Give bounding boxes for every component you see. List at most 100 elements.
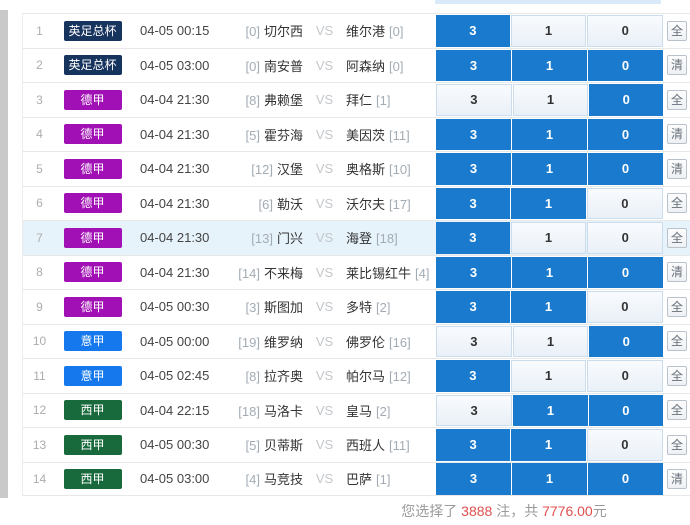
row-number: 5 (36, 161, 43, 176)
bet-option-lose[interactable]: 0 (588, 118, 663, 150)
bet-option-draw[interactable]: 1 (510, 222, 587, 254)
bet-option-lose[interactable]: 0 (587, 15, 664, 47)
bet-option-win[interactable]: 3 (436, 222, 510, 254)
bet-option-win[interactable]: 3 (436, 256, 511, 288)
home-team-rank: [8] (245, 369, 260, 385)
select-all-or-clear-button[interactable]: 全 (667, 20, 687, 41)
select-all-or-clear-button[interactable]: 全 (667, 193, 687, 214)
bet-option-win[interactable]: 3 (436, 394, 513, 426)
match-row: 2 英足总杯 04-05 03:00 [0] 南安普 VS 阿森纳 [0] 3 1 … (23, 47, 690, 83)
away-team: 美因茨 [11] (346, 125, 436, 144)
vs-label: VS (315, 402, 334, 418)
bet-options: 3 1 0 (436, 48, 663, 83)
row-number: 7 (36, 230, 43, 245)
away-team-name: 佛罗伦 (346, 334, 386, 350)
league-badge: 英足总杯 (63, 20, 122, 41)
bet-option-lose[interactable]: 0 (588, 256, 663, 288)
bet-option-lose[interactable]: 0 (587, 222, 664, 254)
row-number: 13 (32, 437, 47, 452)
bet-option-draw[interactable]: 1 (510, 15, 587, 47)
summary-prefix: 您选择了 (401, 503, 458, 519)
bet-option-lose[interactable]: 0 (587, 360, 664, 392)
bet-option-lose[interactable]: 0 (588, 153, 663, 185)
select-all-or-clear-button[interactable]: 全 (667, 296, 687, 317)
match-row: 6 德甲 04-04 21:30 [6] 勒沃 VS 沃尔夫 [17] 3 1 0 … (23, 185, 690, 220)
bet-option-lose[interactable]: 0 (586, 429, 663, 461)
bet-option-win[interactable]: 3 (436, 49, 511, 81)
bet-option-win[interactable]: 3 (436, 84, 512, 116)
home-team: [8] 弗赖堡 (229, 90, 303, 109)
bet-option-draw[interactable]: 1 (512, 325, 589, 357)
select-all-or-clear-button[interactable]: 清 (667, 55, 687, 76)
bet-option-win[interactable]: 3 (436, 187, 511, 219)
bet-option-draw[interactable]: 1 (512, 49, 587, 81)
away-team: 沃尔夫 [17] (346, 194, 436, 213)
away-team: 巴萨 [1] (346, 469, 436, 488)
bet-option-win[interactable]: 3 (436, 291, 511, 323)
bet-option-win[interactable]: 3 (436, 429, 511, 461)
select-all-or-clear-button[interactable]: 全 (667, 365, 687, 386)
row-number: 8 (36, 265, 43, 280)
bet-option-draw[interactable]: 1 (511, 429, 586, 461)
bet-option-draw[interactable]: 1 (512, 256, 587, 288)
bet-option-lose[interactable]: 0 (588, 49, 663, 81)
bet-option-lose[interactable]: 0 (589, 325, 664, 357)
row-number: 4 (36, 127, 43, 142)
bet-option-draw[interactable]: 1 (511, 291, 586, 323)
away-team-name: 维尔港 (346, 24, 386, 40)
select-all-or-clear-button[interactable]: 清 (667, 468, 687, 489)
bet-option-lose[interactable]: 0 (588, 394, 663, 426)
bet-option-lose[interactable]: 0 (586, 291, 663, 323)
league-badge: 西甲 (63, 468, 122, 489)
league-badge: 德甲 (63, 124, 122, 145)
home-team: [3] 斯图加 (229, 297, 303, 316)
bet-option-draw[interactable]: 1 (510, 360, 587, 392)
league-badge: 西甲 (63, 434, 122, 455)
summary-bet-count: 3888 (461, 503, 493, 519)
home-team: [6] 勒沃 (229, 194, 303, 213)
bet-options: 3 1 0 (436, 255, 663, 290)
vs-label: VS (315, 57, 334, 73)
match-time: 04-05 00:00 (140, 333, 210, 349)
away-team-name: 阿森纳 (346, 58, 386, 74)
away-team-rank: [2] (376, 403, 391, 419)
home-team-rank: [5] (245, 127, 260, 143)
select-all-or-clear-button[interactable]: 全 (667, 227, 687, 248)
bet-option-draw[interactable]: 1 (512, 118, 587, 150)
bet-option-win[interactable]: 3 (436, 463, 511, 495)
away-team-name: 莱比锡红牛 (346, 265, 412, 281)
away-team: 佛罗伦 [16] (346, 332, 436, 351)
bet-option-draw[interactable]: 1 (513, 394, 588, 426)
bet-option-draw[interactable]: 1 (512, 84, 589, 116)
bet-option-draw[interactable]: 1 (512, 153, 587, 185)
away-team-name: 沃尔夫 (346, 196, 386, 212)
bet-option-win[interactable]: 3 (436, 360, 510, 392)
away-team-name: 帕尔马 (346, 369, 386, 385)
bet-option-lose[interactable]: 0 (589, 84, 664, 116)
bet-option-win[interactable]: 3 (436, 118, 511, 150)
bet-option-win[interactable]: 3 (436, 325, 512, 357)
bet-option-lose[interactable]: 0 (588, 463, 663, 495)
bet-option-draw[interactable]: 1 (511, 187, 586, 219)
select-all-or-clear-button[interactable]: 全 (667, 434, 687, 455)
left-scrollbar-thumb[interactable] (0, 10, 8, 498)
home-team: [19] 维罗纳 (229, 332, 303, 351)
select-all-or-clear-button[interactable]: 全 (667, 89, 687, 110)
bet-option-win[interactable]: 3 (436, 15, 510, 47)
away-team-rank: [17] (389, 196, 411, 212)
vs-label: VS (315, 471, 334, 487)
away-team-rank: [2] (376, 300, 391, 316)
home-team-rank: [19] (238, 334, 260, 350)
away-team-name: 皇马 (346, 403, 373, 419)
bet-options: 3 1 0 (436, 393, 663, 428)
match-time: 04-05 00:30 (140, 437, 210, 453)
select-all-or-clear-button[interactable]: 全 (667, 331, 687, 352)
select-all-or-clear-button[interactable]: 全 (667, 400, 687, 421)
bet-option-lose[interactable]: 0 (586, 187, 663, 219)
bet-option-draw[interactable]: 1 (512, 463, 587, 495)
bet-option-win[interactable]: 3 (436, 153, 511, 185)
select-all-or-clear-button[interactable]: 清 (667, 124, 687, 145)
select-all-or-clear-button[interactable]: 清 (667, 158, 687, 179)
match-row: 4 德甲 04-04 21:30 [5] 霍芬海 VS 美因茨 [11] 3 1 0… (23, 116, 690, 151)
select-all-or-clear-button[interactable]: 清 (667, 262, 687, 283)
